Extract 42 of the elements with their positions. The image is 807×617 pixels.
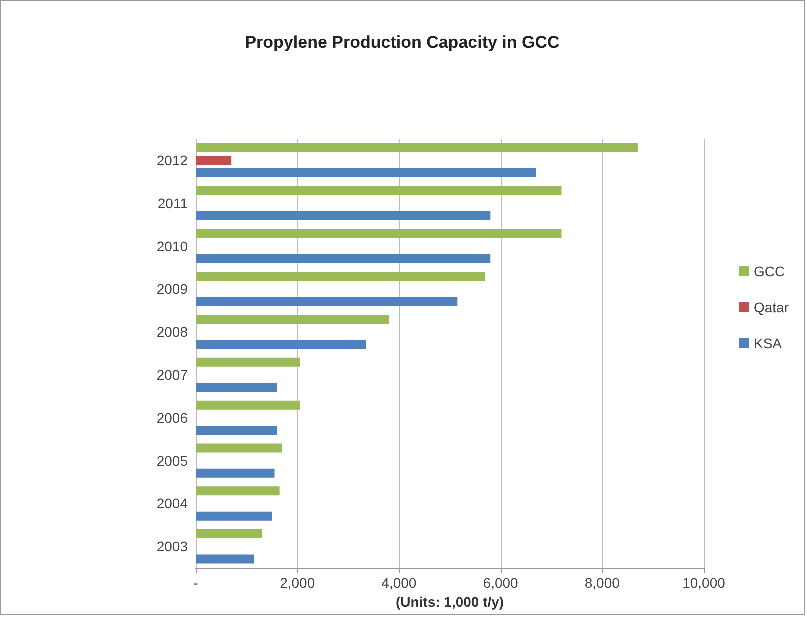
x-tick-label: 8,000 [584, 575, 620, 592]
x-tick-label: 10,000 [682, 575, 726, 592]
y-tick-label: 2005 [156, 452, 188, 469]
x-tick-label: 2,000 [280, 575, 316, 592]
bar [196, 468, 275, 478]
y-tick-label: 2007 [156, 367, 188, 384]
x-tick-label: - [194, 575, 199, 592]
x-axis-title: (Units: 1,000 t/y) [396, 594, 504, 610]
bar [196, 554, 254, 564]
bar [196, 358, 300, 367]
bar [196, 512, 272, 521]
bar [196, 254, 491, 264]
bar [196, 272, 486, 282]
bar [196, 383, 278, 392]
y-tick-label: 2012 [156, 152, 188, 168]
bar [196, 168, 536, 178]
y-tick-label: 2006 [156, 410, 188, 426]
y-tick-label: 2008 [156, 324, 188, 340]
bar [196, 486, 280, 496]
x-tick-label: 6,000 [483, 575, 519, 592]
bar [196, 314, 390, 324]
y-tick-label: 2011 [158, 195, 188, 212]
bar [196, 426, 278, 436]
y-tick-label: 2003 [156, 538, 188, 555]
bar [196, 211, 491, 220]
legend-label: GCC [754, 264, 786, 280]
bar [196, 444, 282, 453]
bar [196, 143, 638, 152]
bar [196, 530, 262, 539]
bar [196, 400, 300, 410]
bar [196, 229, 562, 238]
bar [196, 186, 562, 196]
x-tick-label: 4,000 [382, 575, 417, 592]
bar [196, 297, 458, 306]
bar [196, 340, 366, 350]
bar [196, 156, 232, 165]
legend-label: KSA [754, 336, 783, 352]
y-tick-label: 2010 [156, 238, 188, 254]
y-tick-label: 2009 [156, 281, 188, 298]
chart-title: Propylene Production Capacity in GCC [245, 33, 560, 52]
y-tick-label: 2004 [156, 496, 188, 512]
legend-label: Qatar [754, 300, 790, 316]
